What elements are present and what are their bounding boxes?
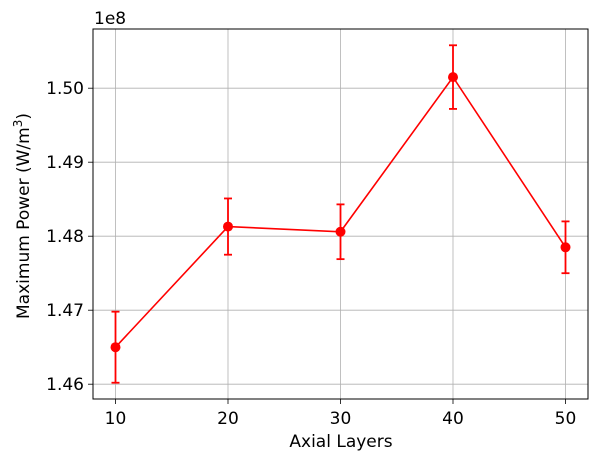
- y-axis-label: Maximum Power (W/m3): [11, 113, 34, 319]
- data-point: [335, 226, 346, 237]
- data-point: [560, 242, 571, 253]
- series-layer: [110, 44, 571, 384]
- data-point: [110, 342, 121, 353]
- y-axis-label-superscript: 3: [11, 120, 25, 128]
- data-point: [448, 72, 458, 83]
- y-tick-label: 1.49: [46, 153, 84, 173]
- x-axis-ticks: 10 20 30 40 50: [105, 399, 577, 429]
- data-point: [223, 221, 233, 232]
- x-tick-label: 40: [442, 409, 464, 429]
- y-offset-label: 1e8: [94, 9, 126, 29]
- x-axis-label: Axial Layers: [289, 432, 392, 452]
- y-axis-ticks: 1.46 1.47 1.48 1.49 1.50: [46, 79, 93, 395]
- x-tick-label: 50: [555, 409, 577, 429]
- y-axis-label-close: ): [14, 113, 34, 120]
- y-tick-label: 1.50: [46, 79, 84, 99]
- x-tick-label: 10: [105, 409, 127, 429]
- y-tick-label: 1.46: [46, 375, 84, 395]
- grid: [93, 29, 588, 399]
- y-axis-label-main: Maximum Power (W/m: [14, 127, 34, 319]
- x-tick-label: 30: [330, 409, 352, 429]
- x-tick-label: 20: [217, 409, 239, 429]
- y-tick-label: 1.47: [46, 301, 84, 321]
- y-tick-label: 1.48: [46, 227, 84, 247]
